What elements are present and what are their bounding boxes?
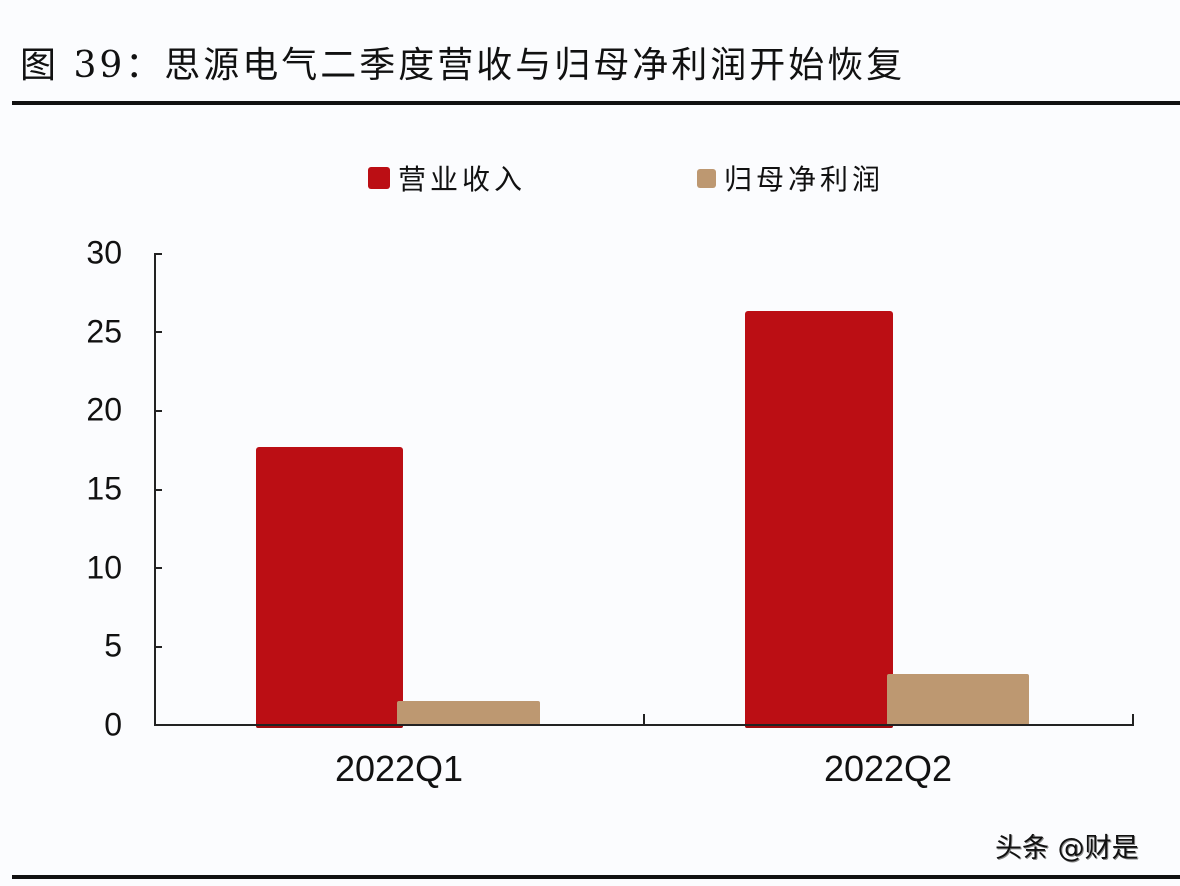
top-divider	[12, 101, 1180, 105]
chart-title: 图 39：思源电气二季度营收与归母净利润开始恢复	[20, 45, 906, 86]
bar-revenue-2022q1	[256, 447, 403, 728]
y-tick-label: 5	[104, 627, 122, 664]
x-tick-label-2022q2: 2022Q2	[823, 748, 953, 789]
y-tick-label: 15	[86, 470, 122, 507]
y-tick-label: 30	[86, 234, 122, 271]
x-tick-label-2022q1: 2022Q1	[334, 748, 464, 789]
bar-net-profit-2022q2	[887, 674, 1029, 725]
legend-label-net-profit: 归母净利润	[724, 163, 885, 196]
y-tick-mark	[154, 489, 162, 491]
y-tick-mark	[154, 410, 162, 412]
y-tick-mark	[154, 567, 162, 569]
y-tick-mark	[154, 253, 162, 255]
x-tick-mark	[1132, 714, 1134, 725]
y-tick-mark	[154, 331, 162, 333]
legend-item-revenue: 营业收入	[368, 158, 526, 198]
legend-label-revenue: 营业收入	[398, 163, 527, 196]
watermark: 头条 @财是	[995, 833, 1139, 864]
x-tick-mark	[643, 714, 645, 725]
legend-swatch-net-profit	[697, 168, 716, 188]
y-tick-label: 25	[86, 313, 122, 350]
y-tick-label: 0	[104, 706, 122, 743]
y-tick-label: 20	[86, 391, 122, 428]
bar-net-profit-2022q1	[397, 701, 540, 725]
y-tick-label: 10	[86, 549, 122, 586]
x-axis	[154, 724, 1134, 726]
bottom-divider	[12, 875, 1180, 879]
legend-swatch-revenue	[368, 167, 390, 189]
y-tick-mark	[154, 646, 162, 648]
bar-revenue-2022q2	[745, 311, 893, 728]
legend-item-net-profit: 归母净利润	[697, 158, 884, 198]
